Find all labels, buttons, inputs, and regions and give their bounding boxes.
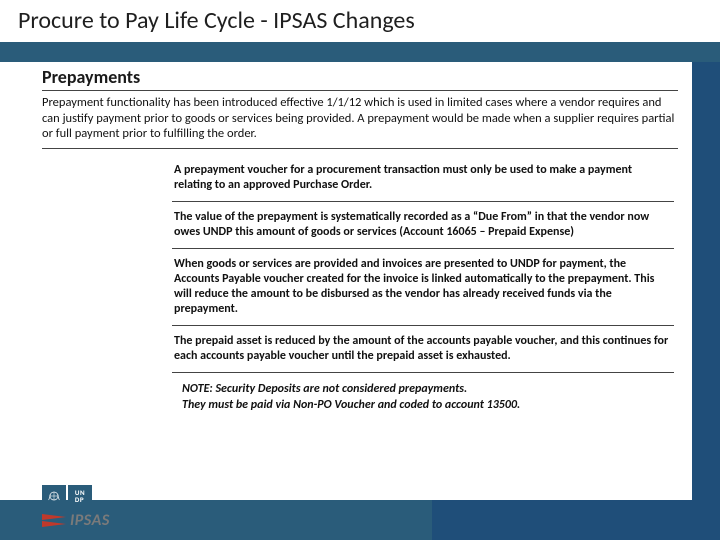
- ipsas-arrows-icon: [42, 514, 66, 527]
- ipsas-label: IPSAS: [70, 511, 110, 530]
- callout-item: The prepaid asset is reduced by the amou…: [172, 326, 674, 373]
- callout-item: A prepayment voucher for a procurement t…: [172, 155, 674, 202]
- note-block: NOTE: Security Deposits are not consider…: [182, 381, 678, 413]
- callout-list: A prepayment voucher for a procurement t…: [172, 155, 674, 373]
- page-title: Procure to Pay Life Cycle - IPSAS Change…: [18, 6, 415, 35]
- globe-laurel-icon: [46, 488, 62, 504]
- subheading-prepayments: Prepayments: [42, 66, 678, 91]
- un-emblem-icon: [42, 485, 66, 507]
- content-panel: Prepayments Prepayment functionality has…: [40, 62, 680, 490]
- note-line: They must be paid via Non-PO Voucher and…: [182, 397, 678, 413]
- undp-text-badge: UN DP: [68, 485, 92, 507]
- undp-badge: UN DP: [42, 485, 110, 507]
- callout-item: When goods or services are provided and …: [172, 249, 674, 326]
- right-vertical-stripe: [692, 44, 720, 540]
- intro-paragraph: Prepayment functionality has been introd…: [42, 95, 678, 149]
- note-line: NOTE: Security Deposits are not consider…: [182, 381, 678, 397]
- title-bar: Procure to Pay Life Cycle - IPSAS Change…: [0, 0, 720, 44]
- logo-block: UN DP IPSAS: [42, 485, 110, 530]
- callout-item: The value of the prepayment is systemati…: [172, 202, 674, 249]
- title-underline-stripe: [0, 44, 720, 62]
- ipsas-badge: IPSAS: [42, 511, 110, 530]
